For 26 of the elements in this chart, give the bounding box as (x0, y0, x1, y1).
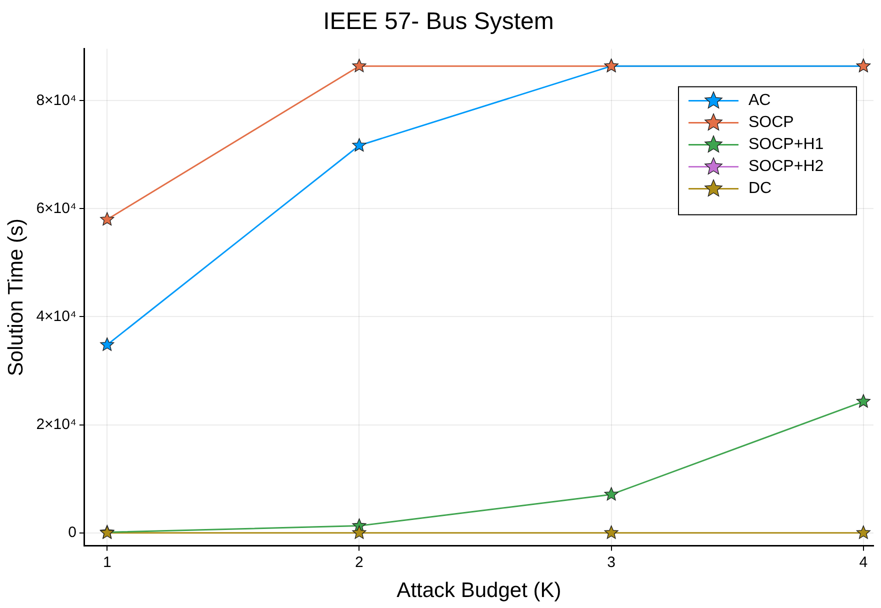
x-tick-label: 2 (355, 554, 364, 571)
legend-label: DC (748, 180, 772, 198)
y-tick-label: 6×10⁴ (36, 200, 76, 217)
point (856, 394, 870, 408)
point (100, 337, 114, 351)
point (352, 138, 366, 152)
point (856, 525, 870, 539)
legend-label: SOCP (748, 114, 794, 132)
chart-title: IEEE 57- Bus System (323, 8, 554, 36)
y-tick-label: 8×10⁴ (36, 92, 76, 109)
point (604, 525, 618, 539)
point (604, 487, 618, 500)
y-tick-label: 2×10⁴ (36, 416, 76, 433)
x-tick-label: 4 (859, 554, 868, 571)
x-tick-label: 1 (102, 554, 112, 571)
point (100, 212, 114, 226)
x-axis-title: Attack Budget (K) (396, 579, 562, 602)
y-tick-label: 0 (68, 524, 76, 541)
y-axis-title: Solution Time (s) (4, 218, 28, 376)
point (352, 58, 366, 72)
y-tick-label: 4×10⁴ (36, 308, 76, 325)
legend-label: SOCP+H1 (748, 136, 824, 154)
legend-label: AC (748, 92, 771, 110)
point (352, 525, 366, 539)
legend-label: SOCP+H2 (748, 158, 824, 176)
x-tick-label: 3 (607, 554, 616, 571)
